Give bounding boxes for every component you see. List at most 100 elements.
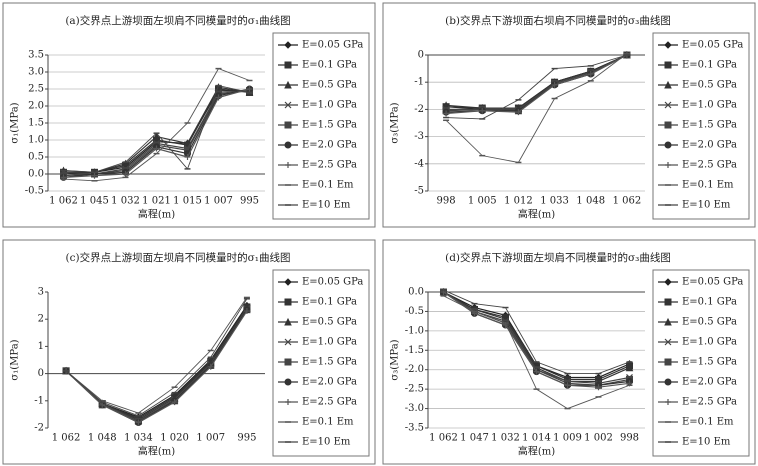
y-tick-label: -3	[414, 131, 424, 142]
marker	[91, 172, 98, 179]
legend-label: E=0.1 GPa	[302, 297, 357, 308]
x-tick-label: 1 062	[613, 196, 642, 207]
legend-label: E=0.1 Em	[682, 180, 734, 191]
marker	[284, 358, 292, 366]
series-line	[65, 298, 248, 417]
legend-label: E=2.0 GPa	[682, 140, 737, 151]
x-tick-label: 1 007	[196, 433, 225, 444]
legend-label: E=1.0 GPa	[302, 100, 357, 111]
x-tick-label: 1 062	[429, 433, 458, 444]
x-axis-label: 高程(m)	[518, 208, 555, 221]
x-tick-label: 1 012	[504, 196, 533, 207]
y-tick-label: -0.5	[25, 186, 44, 197]
marker	[664, 141, 672, 149]
series-line	[65, 306, 248, 420]
x-tick-label: 1 048	[576, 196, 605, 207]
series-line	[445, 53, 628, 163]
marker	[246, 86, 253, 92]
legend-label: E=0.05 GPa	[302, 40, 363, 51]
marker	[135, 419, 142, 426]
legend-label: E=2.5 GPa	[682, 397, 737, 408]
series-line	[65, 297, 248, 414]
marker	[152, 132, 161, 141]
marker	[443, 110, 450, 117]
legend-label: E=10 Em	[302, 437, 351, 448]
legend-label: E=2.5 GPa	[302, 160, 357, 171]
x-tick-label: 998	[620, 433, 639, 444]
legend-label: E=0.5 GPa	[682, 317, 737, 328]
marker	[664, 80, 672, 89]
x-tick-label: 1 062	[49, 196, 78, 207]
marker	[284, 298, 292, 306]
x-axis-label: 高程(m)	[138, 208, 175, 221]
y-tick-label: -0.5	[405, 306, 424, 317]
legend-label: E=0.5 GPa	[682, 80, 737, 91]
legend-label: E=10 Em	[682, 200, 731, 211]
x-tick-label: 1 032	[491, 433, 520, 444]
x-tick-label: 1 034	[124, 433, 153, 444]
y-axis-label: σ₁(MPa)	[10, 102, 21, 143]
y-tick-label: 1.5	[28, 118, 44, 129]
x-tick-label: 995	[240, 196, 259, 207]
x-tick-label: 1 062	[52, 433, 81, 444]
marker	[551, 81, 558, 88]
x-tick-label: 1 032	[111, 196, 140, 207]
x-tick-label: 995	[237, 433, 256, 444]
marker	[284, 61, 292, 69]
x-tick-label: 1 048	[88, 433, 117, 444]
y-axis-label: σ₃(MPa)	[390, 102, 401, 143]
y-tick-label: -2.5	[405, 384, 424, 395]
series-line	[65, 307, 248, 421]
x-tick-label: 1 020	[160, 433, 189, 444]
legend-label: E=2.0 GPa	[302, 377, 357, 388]
y-tick-label: 1	[38, 341, 44, 352]
y-tick-label: 0.0	[28, 169, 44, 180]
x-tick-label: 1 045	[80, 196, 109, 207]
x-tick-label: 1 002	[584, 433, 613, 444]
y-tick-label: 2.0	[28, 101, 44, 112]
y-tick-label: 3.0	[28, 67, 44, 78]
series-line	[63, 68, 250, 182]
x-tick-label: 1 009	[553, 433, 582, 444]
marker	[284, 41, 292, 49]
legend-label: E=2.0 GPa	[682, 377, 737, 388]
x-tick-label: 1 047	[460, 433, 489, 444]
panel-frame	[382, 239, 756, 465]
y-tick-label: -4	[414, 158, 424, 169]
series-line	[446, 54, 628, 120]
marker	[595, 384, 602, 391]
legend-label: E=0.5 GPa	[302, 80, 357, 91]
marker	[284, 338, 292, 346]
chart-title: (a)交界点上游坝面左坝肩不同模量时的σ₁曲线图	[65, 14, 290, 27]
y-tick-label: -2.0	[405, 364, 424, 375]
y-axis-label: σ₁(MPa)	[10, 339, 21, 380]
x-tick-label: 1 015	[173, 196, 202, 207]
marker	[664, 101, 672, 109]
y-tick-label: -3.5	[405, 423, 424, 434]
x-tick-label: 1 007	[204, 196, 233, 207]
legend-label: E=0.1 GPa	[682, 60, 737, 71]
y-tick-label: 3.5	[28, 50, 44, 61]
y-tick-label: -2	[34, 423, 44, 434]
marker	[122, 171, 129, 177]
legend-label: E=0.05 GPa	[682, 40, 743, 51]
legend-label: E=1.5 GPa	[302, 357, 357, 368]
marker	[171, 399, 178, 406]
marker	[284, 278, 292, 286]
marker	[284, 317, 292, 326]
x-tick-label: 1 014	[522, 433, 551, 444]
marker	[285, 162, 291, 168]
marker	[215, 94, 222, 101]
marker	[284, 121, 292, 129]
y-tick-label: -1.0	[405, 325, 424, 336]
panel-frame	[2, 239, 376, 465]
series-line	[63, 90, 250, 175]
y-tick-label: -3.0	[405, 403, 424, 414]
legend-label: E=1.5 GPa	[682, 120, 737, 131]
x-tick-label: 1 033	[540, 196, 569, 207]
y-axis-label: σ₃(MPa)	[390, 339, 401, 380]
series-line	[63, 88, 250, 173]
legend-label: E=1.0 GPa	[302, 337, 357, 348]
series-line	[63, 86, 250, 173]
